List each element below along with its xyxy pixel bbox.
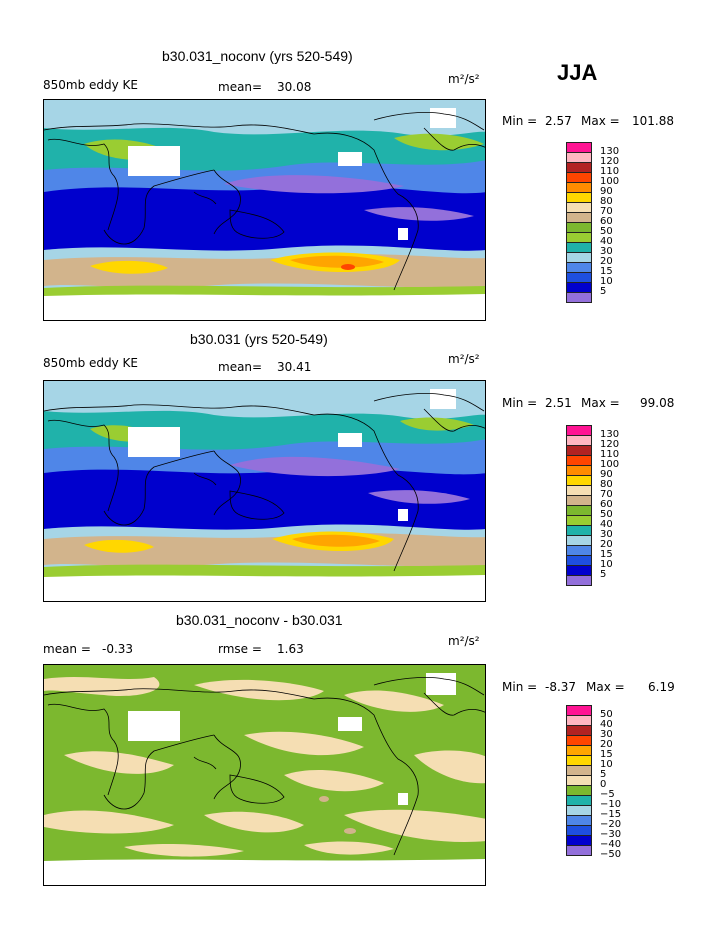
colorbar-label: −5 bbox=[600, 789, 615, 800]
colorbar-label: 30 bbox=[600, 729, 613, 740]
colorbar-label: 30 bbox=[600, 246, 613, 257]
colorbar-label: 90 bbox=[600, 186, 613, 197]
panel2-mean-value: 30.41 bbox=[277, 360, 312, 374]
panel3-mean-label: mean = bbox=[43, 642, 91, 656]
colorbar-label: 40 bbox=[600, 719, 613, 730]
colorbar-label: 30 bbox=[600, 529, 613, 540]
colorbar-swatch bbox=[566, 292, 592, 303]
colorbar-label: 130 bbox=[600, 146, 620, 157]
colorbar-label: −20 bbox=[600, 819, 622, 830]
colorbar-label: 50 bbox=[600, 709, 613, 720]
colorbar-label: −10 bbox=[600, 799, 622, 810]
colorbar-label: 50 bbox=[600, 509, 613, 520]
panel2-min-value: 2.51 bbox=[545, 396, 572, 410]
colorbar-label: −40 bbox=[600, 839, 622, 850]
panel2-min-label: Min = bbox=[502, 396, 538, 410]
colorbar-label: 15 bbox=[600, 749, 613, 760]
colorbar-label: 90 bbox=[600, 469, 613, 480]
panel2-max-value: 99.08 bbox=[640, 396, 675, 410]
colorbar-label: 10 bbox=[600, 276, 613, 287]
panel3-mean-value: -0.33 bbox=[102, 642, 134, 656]
colorbar-label: 5 bbox=[600, 286, 607, 297]
panel1-field-label: 850mb eddy KE bbox=[43, 78, 139, 92]
colorbar-swatch bbox=[566, 575, 592, 586]
panel2-max-label: Max = bbox=[581, 396, 620, 410]
colorbar-label: 100 bbox=[600, 459, 620, 470]
colorbar-label: −30 bbox=[600, 829, 622, 840]
colorbar-label: 15 bbox=[600, 549, 613, 560]
panel3-max-value: 6.19 bbox=[648, 680, 675, 694]
panel1-units: m²/s² bbox=[448, 72, 480, 86]
colorbar-label: 40 bbox=[600, 519, 613, 530]
panel3-units: m²/s² bbox=[448, 634, 480, 648]
colorbar-label: 120 bbox=[600, 156, 620, 167]
colorbar-label: 70 bbox=[600, 206, 613, 217]
panel1-max-value: 101.88 bbox=[632, 114, 674, 128]
colorbar-label: 5 bbox=[600, 569, 607, 580]
panel1-min-label: Min = bbox=[502, 114, 538, 128]
panel1-map bbox=[43, 99, 486, 321]
colorbar-label: 20 bbox=[600, 256, 613, 267]
colorbar-label: 130 bbox=[600, 429, 620, 440]
panel3-rmse-label: rmse = bbox=[218, 642, 262, 656]
panel1-max-label: Max = bbox=[581, 114, 620, 128]
colorbar-label: 60 bbox=[600, 499, 613, 510]
colorbar-label: 80 bbox=[600, 196, 613, 207]
panel3-map bbox=[43, 664, 486, 886]
colorbar-label: 40 bbox=[600, 236, 613, 247]
panel2-units: m²/s² bbox=[448, 352, 480, 366]
season-label: JJA bbox=[557, 60, 598, 85]
colorbar-label: 80 bbox=[600, 479, 613, 490]
panel2-colorbar: 130 120 110 100 90 80 70 60 50 40 30 20 15 10 5 bbox=[566, 425, 619, 586]
panel2-mean-label: mean= bbox=[218, 360, 263, 374]
panel3-min-label: Min = bbox=[502, 680, 538, 694]
colorbar-label: 10 bbox=[600, 759, 613, 770]
colorbar-label: 50 bbox=[600, 226, 613, 237]
panel1-title: b30.031_noconv (yrs 520-549) bbox=[162, 48, 353, 64]
colorbar-label: 10 bbox=[600, 559, 613, 570]
colorbar-label: 20 bbox=[600, 739, 613, 750]
panel3-min-value: -8.37 bbox=[545, 680, 577, 694]
colorbar-label: 20 bbox=[600, 539, 613, 550]
panel3-max-label: Max = bbox=[586, 680, 625, 694]
panel3-rmse-value: 1.63 bbox=[277, 642, 304, 656]
colorbar-label: 100 bbox=[600, 176, 620, 187]
panel2-field-label: 850mb eddy KE bbox=[43, 356, 139, 370]
colorbar-swatch bbox=[566, 845, 592, 856]
panel2-map bbox=[43, 380, 486, 602]
colorbar-label: −15 bbox=[600, 809, 622, 820]
panel3-title: b30.031_noconv - b30.031 bbox=[176, 612, 343, 628]
colorbar-label: −50 bbox=[600, 849, 622, 860]
panel1-min-value: 2.57 bbox=[545, 114, 572, 128]
colorbar-label: 110 bbox=[600, 166, 620, 177]
colorbar-label: 60 bbox=[600, 216, 613, 227]
panel2-title: b30.031 (yrs 520-549) bbox=[190, 331, 328, 347]
colorbar-label: 5 bbox=[600, 769, 607, 780]
colorbar-label: 70 bbox=[600, 489, 613, 500]
panel1-mean-label: mean= bbox=[218, 80, 263, 94]
panel1-colorbar: 130 120 110 100 90 80 70 60 50 40 30 20 15 10 5 bbox=[566, 142, 619, 303]
panel1-mean-value: 30.08 bbox=[277, 80, 312, 94]
panel3-colorbar: 50 40 30 20 15 10 5 0 −5 −10 −15 −20 −30 −40 −50 bbox=[566, 705, 621, 860]
colorbar-label: 110 bbox=[600, 449, 620, 460]
colorbar-label: 0 bbox=[600, 779, 607, 790]
colorbar-label: 120 bbox=[600, 439, 620, 450]
colorbar-label: 15 bbox=[600, 266, 613, 277]
